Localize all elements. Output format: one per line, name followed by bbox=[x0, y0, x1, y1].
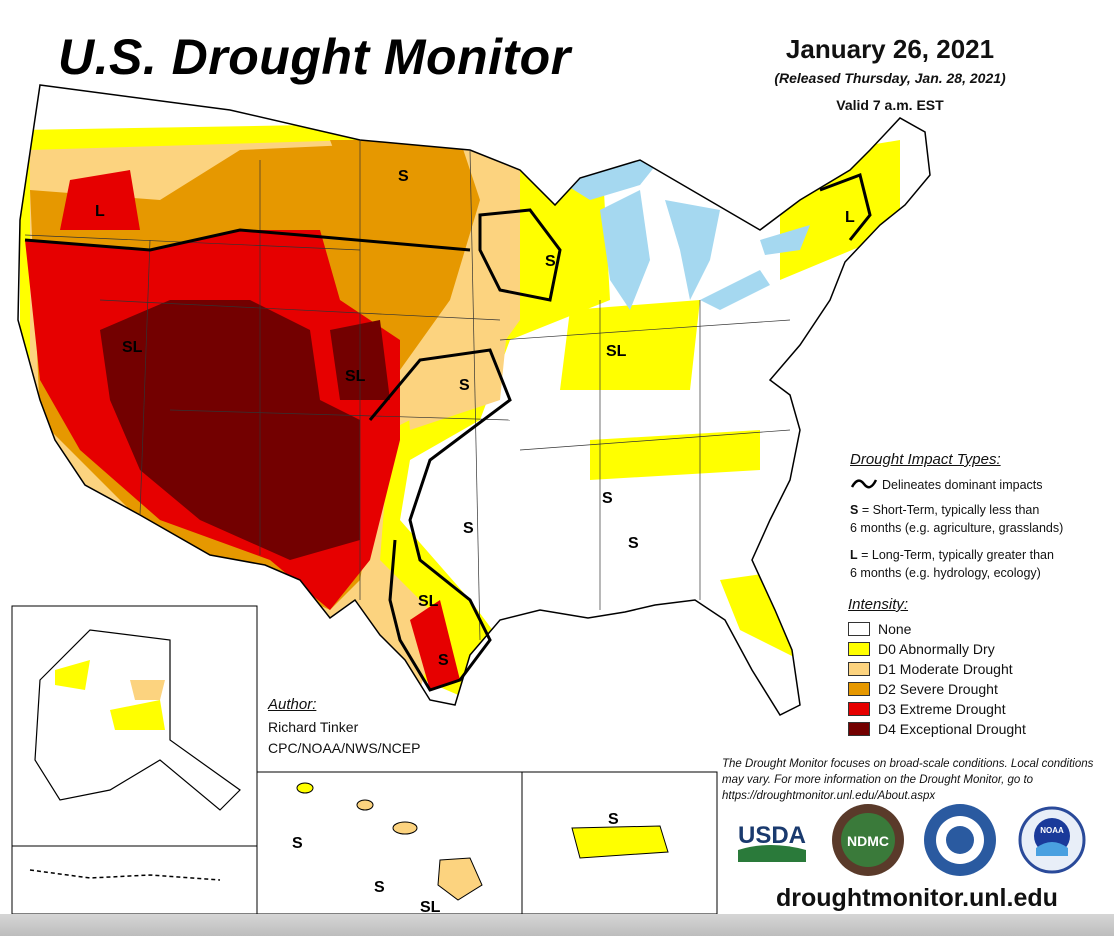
author-name: Richard Tinker bbox=[268, 719, 359, 735]
swatch-d2 bbox=[848, 682, 870, 696]
website-url[interactable]: droughtmonitor.unl.edu bbox=[776, 884, 1058, 912]
map-label: S bbox=[602, 490, 613, 507]
swatch-d0 bbox=[848, 642, 870, 656]
swatch-d4 bbox=[848, 722, 870, 736]
map-label: S bbox=[463, 520, 474, 537]
intensity-none: None bbox=[848, 620, 911, 638]
svg-text:NOAA: NOAA bbox=[1040, 826, 1064, 835]
map-label: S bbox=[545, 253, 556, 270]
map-label: S bbox=[398, 168, 409, 185]
impact-s-key: S bbox=[850, 503, 859, 517]
map-label: S bbox=[292, 835, 303, 852]
valid-time: Valid 7 a.m. EST bbox=[836, 97, 944, 113]
intensity-d0: D0 Abnormally Dry bbox=[848, 640, 995, 658]
noaa-logo: NOAA bbox=[1018, 806, 1086, 874]
map-label: SL bbox=[420, 899, 441, 916]
author-heading: Author: bbox=[268, 696, 317, 713]
map-label: S bbox=[459, 377, 470, 394]
release-date: (Released Thursday, Jan. 28, 2021) bbox=[774, 70, 1006, 86]
impact-short-term: S = Short-Term, typically less than bbox=[850, 501, 1039, 519]
swatch-d1 bbox=[848, 662, 870, 676]
impact-l-line2: 6 months (e.g. hydrology, ecology) bbox=[850, 566, 1041, 580]
impact-l-line1: = Long-Term, typically greater than bbox=[861, 548, 1054, 562]
us-outline bbox=[17, 84, 931, 716]
author-org: CPC/NOAA/NWS/NCEP bbox=[268, 740, 421, 756]
intensity-heading: Intensity: bbox=[848, 596, 909, 613]
intensity-d4: D4 Exceptional Drought bbox=[848, 720, 1026, 738]
intensity-d1: D1 Moderate Drought bbox=[848, 660, 1013, 678]
map-title: U.S. Drought Monitor bbox=[58, 29, 571, 85]
map-label: S bbox=[374, 879, 385, 896]
impact-s-line2: 6 months (e.g. agriculture, grasslands) bbox=[850, 521, 1064, 535]
usda-logo: USDA bbox=[738, 822, 806, 862]
impact-l-key: L bbox=[850, 548, 858, 562]
ndmc-logo: NDMC bbox=[832, 804, 904, 876]
impact-long-term: L = Long-Term, typically greater than bbox=[850, 546, 1054, 564]
map-label: SL bbox=[122, 339, 143, 356]
swatch-none bbox=[848, 622, 870, 636]
aleutians-inset bbox=[11, 845, 258, 915]
impact-types-heading: Drought Impact Types: bbox=[850, 451, 1001, 468]
boundary-line-symbol bbox=[850, 479, 878, 489]
map-date: January 26, 2021 bbox=[785, 34, 995, 64]
map-label: S bbox=[628, 535, 639, 552]
svg-text:USDA: USDA bbox=[738, 822, 806, 849]
state-borders bbox=[24, 140, 791, 641]
swatch-d3 bbox=[848, 702, 870, 716]
impact-delineates: Delineates dominant impacts bbox=[882, 478, 1043, 492]
disclaimer-text: The Drought Monitor focuses on broad-sca… bbox=[722, 758, 1094, 802]
impact-boundaries bbox=[24, 173, 872, 692]
map-label: L bbox=[95, 203, 105, 220]
map-label: SL bbox=[606, 343, 627, 360]
map-label: S bbox=[608, 811, 619, 828]
impact-s-line1: = Short-Term, typically less than bbox=[861, 503, 1040, 517]
intensity-d3: D3 Extreme Drought bbox=[848, 700, 1006, 718]
map-label: SL bbox=[345, 368, 366, 385]
commerce-seal-logo bbox=[924, 804, 996, 876]
map-label: L bbox=[845, 209, 855, 226]
map-label: S bbox=[438, 652, 449, 669]
bottom-bar bbox=[0, 914, 1114, 936]
svg-text:NDMC: NDMC bbox=[847, 833, 889, 849]
map-label: SL bbox=[418, 593, 439, 610]
hawaii-inset bbox=[256, 771, 523, 915]
intensity-d2: D2 Severe Drought bbox=[848, 680, 998, 698]
